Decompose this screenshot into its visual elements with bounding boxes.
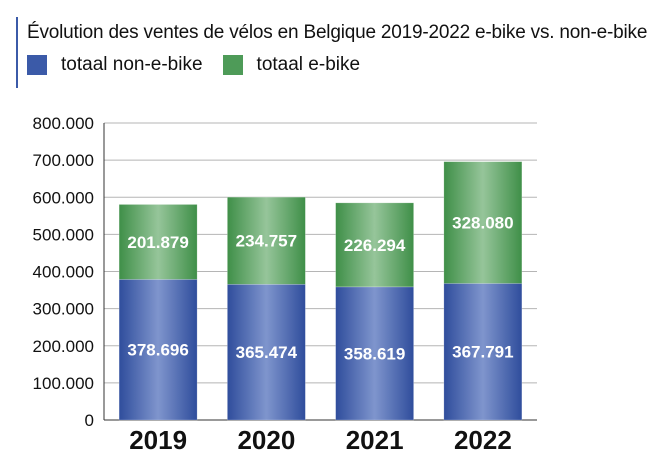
bar-segment-e-bike [227,196,306,285]
legend-swatch-e-bike [222,55,243,75]
legend-label-e-bike: totaal e-bike [256,54,361,75]
x-tick-label: 2019 [129,425,187,455]
legend-label-non-e-bike: totaal non-e-bike [61,54,203,75]
x-tick-label: 2021 [346,425,404,455]
data-label-non-e-bike: 358.619 [344,344,405,363]
data-label-non-e-bike: 367.791 [452,343,513,362]
data-label-e-bike: 226.294 [344,236,406,255]
bar-segment-non-e-bike [227,284,306,421]
data-label-e-bike: 328.080 [452,214,513,233]
chart-title: Évolution des ventes de vélos en Belgiqu… [27,22,648,43]
bar-segment-non-e-bike [443,283,523,421]
y-tick-label: 100.000 [33,374,94,393]
data-label-non-e-bike: 365.474 [236,343,298,362]
title-accent-bar [16,17,18,88]
bar-segment-e-bike [118,204,198,280]
data-label-e-bike: 234.757 [236,232,297,251]
bar-segment-non-e-bike [118,279,198,421]
x-tick-label: 2022 [454,425,512,455]
data-label-non-e-bike: 378.696 [127,341,188,360]
legend-swatch-non-e-bike [27,55,47,75]
y-tick-label: 600.000 [33,188,94,207]
y-tick-label: 300.000 [33,300,94,319]
y-tick-label: 200.000 [33,337,94,356]
y-tick-label: 500.000 [33,225,94,244]
y-tick-label: 700.000 [33,151,94,170]
bar-segment-e-bike [335,202,414,288]
y-tick-label: 800.000 [33,114,94,133]
legend-item-non-e-bike: totaal non-e-bike [27,54,203,76]
x-tick-label: 2020 [237,425,295,455]
legend-item-e-bike: totaal e-bike [222,54,361,76]
y-tick-label: 400.000 [33,263,94,282]
bar-segment-non-e-bike [335,286,414,421]
legend: totaal non-e-bike totaal e-bike [27,54,380,76]
bar-segment-e-bike [443,161,523,284]
y-tick-label: 0 [85,411,94,430]
data-label-e-bike: 201.879 [127,233,188,252]
